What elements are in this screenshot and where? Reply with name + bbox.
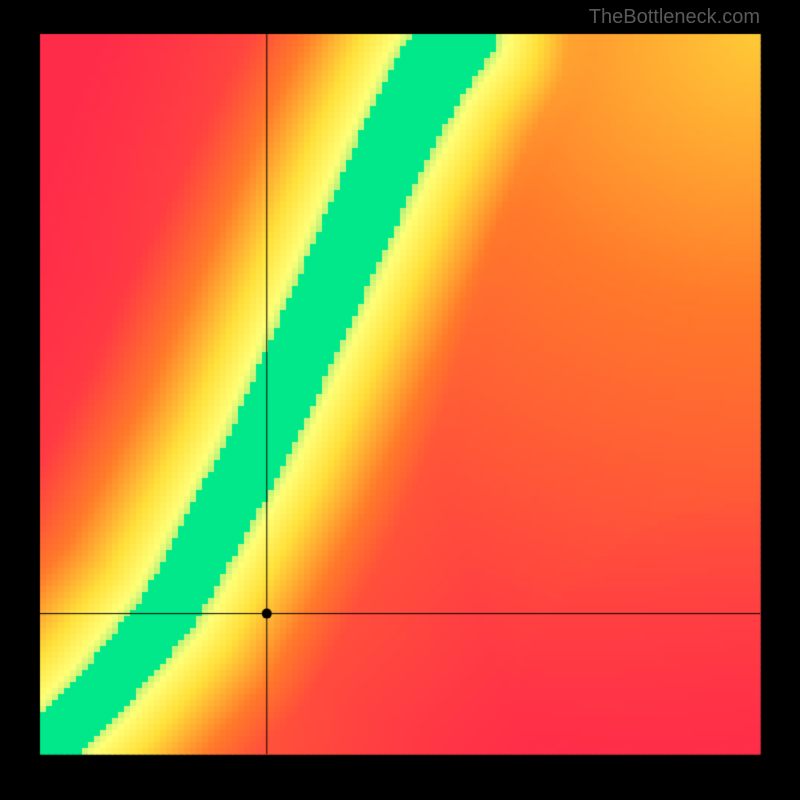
bottleneck-heatmap bbox=[0, 0, 800, 800]
watermark-text: TheBottleneck.com bbox=[589, 6, 760, 29]
chart-container: TheBottleneck.com bbox=[0, 0, 800, 800]
